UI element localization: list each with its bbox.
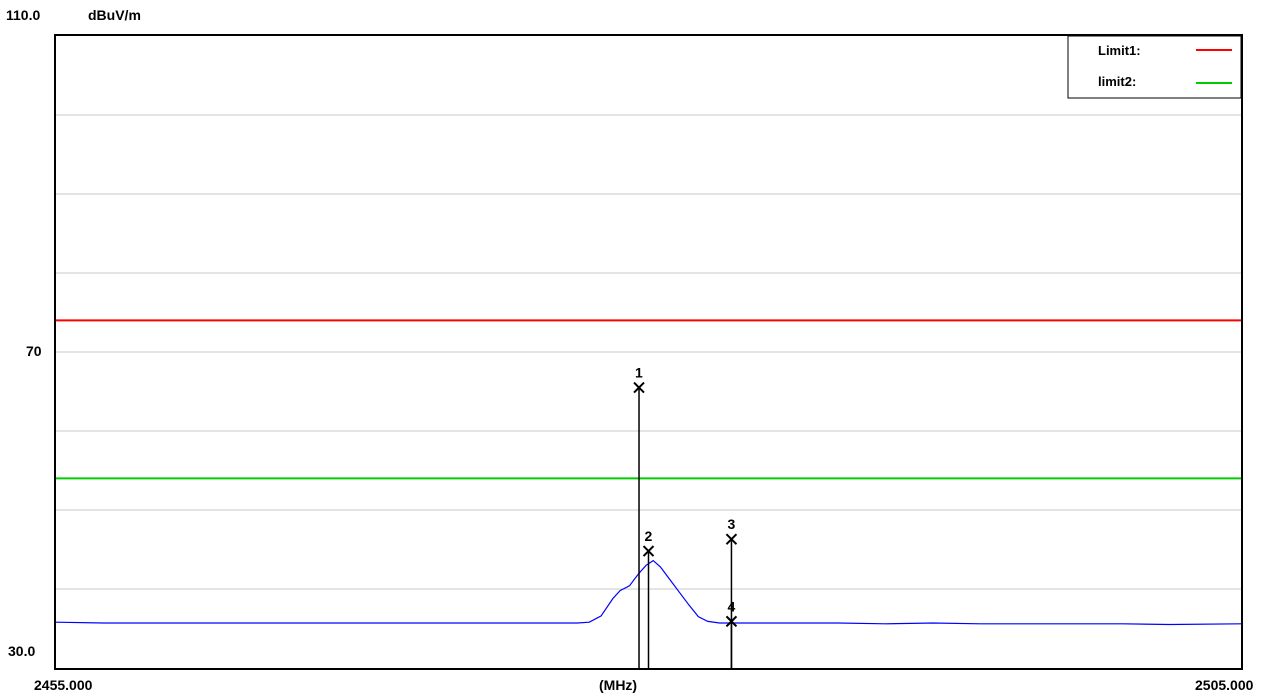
y-bottom-tick-label: 30.0 [8,643,35,659]
marker-cross-2 [642,545,655,557]
grid-lines [56,114,1241,590]
trace-layer [55,559,1242,626]
x-right-tick-label: 2505.000 [1195,677,1254,693]
limit-lines [56,319,1241,480]
legend-label-limit2: limit2: [1098,74,1136,89]
legend-box [1067,35,1242,99]
marker-label-1: 1 [635,365,643,381]
marker-cross-4 [725,615,738,628]
marker-label-2: 2 [645,528,653,544]
x-left-tick-label: 2455.000 [34,677,93,693]
marker-label-4: 4 [727,598,735,614]
x-unit-label: (MHz) [599,677,637,693]
legend: Limit1: limit2: [1067,35,1242,99]
y-unit-label: dBuV/m [88,7,141,23]
y-top-tick-label: 110.0 [6,7,40,23]
marker-label-3: 3 [727,516,735,532]
markers-layer: 1 2 3 4 [633,365,738,668]
trace-line [55,559,1242,626]
y-mid-tick-label: 70 [26,343,42,359]
legend-label-limit1: Limit1: [1098,43,1141,58]
marker-cross-3 [725,533,738,545]
marker-cross-1 [633,381,645,394]
